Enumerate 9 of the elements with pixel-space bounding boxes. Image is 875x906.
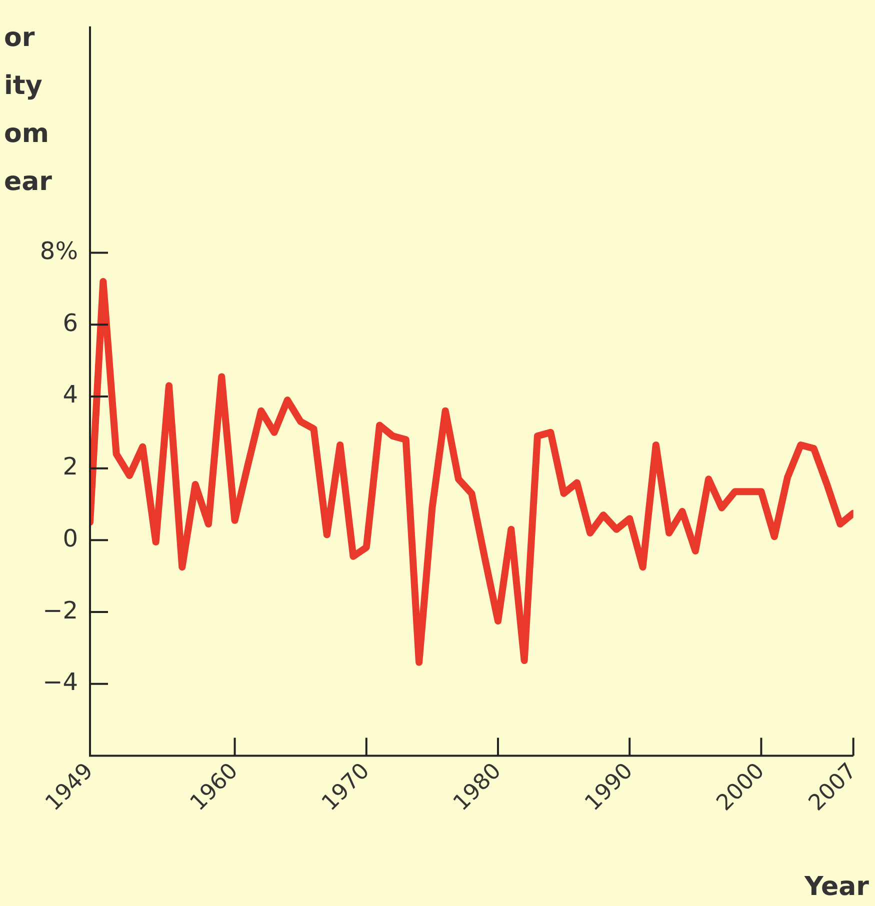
y-tick-label: 8% — [40, 236, 78, 265]
y-tick-label: −2 — [42, 596, 78, 624]
y-tick-label: 6 — [62, 308, 78, 337]
y-tick-label: 4 — [62, 380, 78, 409]
y-axis-title: or ity om ear — [4, 22, 54, 199]
y-tick-label: 2 — [62, 452, 78, 481]
y-tick-label: 0 — [62, 524, 78, 552]
y-tick-label: −4 — [42, 668, 78, 696]
x-axis-title: Year — [804, 872, 869, 902]
